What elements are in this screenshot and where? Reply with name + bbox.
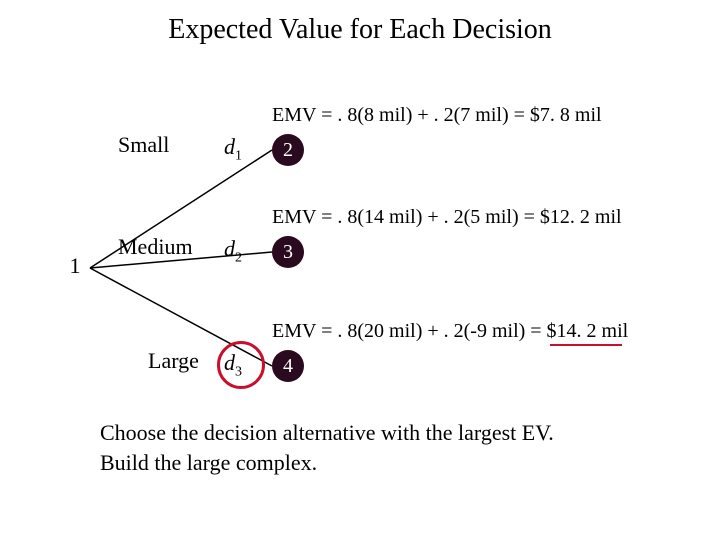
branch-label-medium: Medium — [118, 234, 193, 260]
conclusion-line2: Build the large complex. — [100, 450, 317, 475]
conclusion: Choose the decision alternative with the… — [100, 418, 554, 477]
chance-node-3: 3 — [272, 236, 304, 268]
emv-text-3: EMV = . 8(20 mil) + . 2(-9 mil) = $14. 2… — [272, 320, 628, 343]
chance-node-2: 2 — [272, 134, 304, 166]
root-node: 1 — [62, 248, 88, 284]
d-label-3: d3 — [224, 350, 242, 380]
emv-text-1: EMV = . 8(8 mil) + . 2(7 mil) = $7. 8 mi… — [272, 104, 602, 127]
chance-node-4: 4 — [272, 350, 304, 382]
emv-text-2: EMV = . 8(14 mil) + . 2(5 mil) = $12. 2 … — [272, 206, 622, 229]
conclusion-line1: Choose the decision alternative with the… — [100, 420, 554, 445]
root-node-label: 1 — [70, 253, 81, 278]
d-label-2: d2 — [224, 236, 242, 266]
slide: Expected Value for Each Decision 1 Choos… — [0, 0, 720, 540]
d-label-1: d1 — [224, 134, 242, 164]
branch-label-large: Large — [148, 348, 199, 374]
highlight-underline — [550, 344, 622, 346]
branch-label-small: Small — [118, 132, 169, 158]
